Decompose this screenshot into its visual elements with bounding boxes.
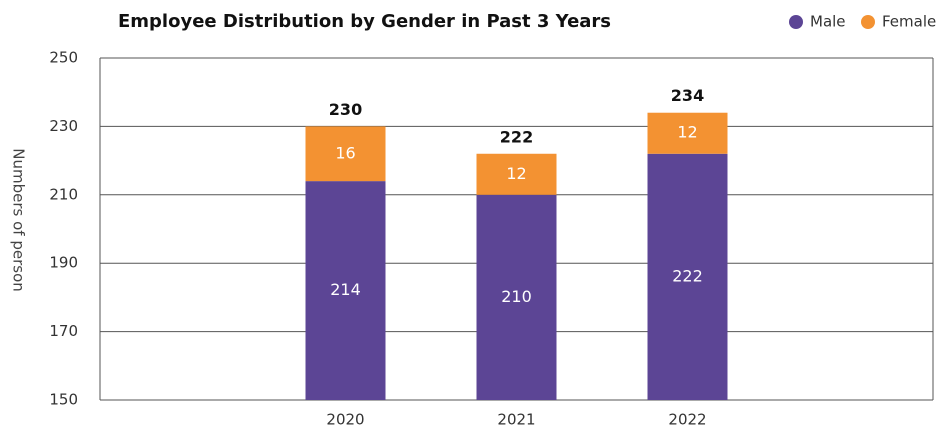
y-tick-label: 190 bbox=[49, 254, 78, 272]
bar-value-label: 214 bbox=[330, 280, 361, 299]
chart-title: Employee Distribution by Gender in Past … bbox=[118, 11, 611, 32]
legend-label: Female bbox=[882, 13, 936, 31]
legend-swatch bbox=[861, 15, 875, 29]
legend-swatch bbox=[789, 15, 803, 29]
bar-value-label: 210 bbox=[501, 287, 532, 306]
y-tick-label: 170 bbox=[49, 322, 78, 340]
bar-segment bbox=[476, 194, 557, 400]
x-tick-label: 2020 bbox=[326, 411, 364, 429]
total-label: 230 bbox=[329, 100, 362, 119]
bar-value-label: 12 bbox=[506, 164, 526, 183]
total-label: 222 bbox=[500, 127, 533, 146]
x-tick-label: 2022 bbox=[668, 411, 706, 429]
bar-value-label: 12 bbox=[677, 123, 697, 142]
total-label: 234 bbox=[671, 86, 704, 105]
legend-label: Male bbox=[810, 13, 846, 31]
bar-segment bbox=[476, 153, 557, 195]
bar-segment bbox=[647, 112, 728, 154]
bar-segment bbox=[647, 153, 728, 400]
bar-value-label: 16 bbox=[335, 143, 355, 162]
x-tick-label: 2021 bbox=[497, 411, 535, 429]
bar-segment bbox=[305, 126, 386, 182]
y-tick-label: 230 bbox=[49, 117, 78, 135]
bar-value-label: 222 bbox=[672, 266, 703, 285]
y-tick-label: 250 bbox=[49, 49, 78, 67]
y-tick-label: 150 bbox=[49, 391, 78, 409]
y-axis-label: Numbers of person bbox=[10, 148, 28, 291]
y-tick-label: 210 bbox=[49, 185, 78, 203]
bar-segment bbox=[305, 181, 386, 400]
